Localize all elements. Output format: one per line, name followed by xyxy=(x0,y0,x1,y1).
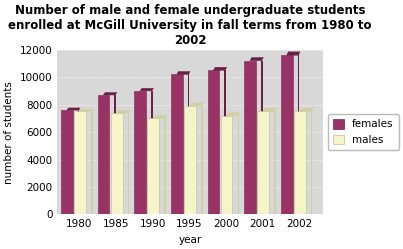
Bar xyxy=(98,95,109,214)
Title: Number of male and female undergraduate students
enrolled at McGill University i: Number of male and female undergraduate … xyxy=(8,4,372,47)
Bar xyxy=(164,118,166,214)
Bar xyxy=(78,110,79,214)
Bar xyxy=(134,91,146,214)
Bar xyxy=(274,112,276,214)
X-axis label: year: year xyxy=(179,235,202,245)
Bar xyxy=(261,61,263,214)
Polygon shape xyxy=(263,108,276,112)
Bar xyxy=(128,113,129,214)
Bar xyxy=(281,55,293,214)
Bar xyxy=(171,74,183,214)
Polygon shape xyxy=(153,116,167,118)
Bar xyxy=(91,112,93,214)
Polygon shape xyxy=(67,108,80,110)
Polygon shape xyxy=(117,110,130,113)
Bar xyxy=(151,91,153,214)
Bar xyxy=(147,118,159,214)
Bar xyxy=(111,113,123,214)
Legend: females, males: females, males xyxy=(328,114,399,150)
Bar xyxy=(188,74,189,214)
Bar xyxy=(294,112,306,214)
Polygon shape xyxy=(214,67,227,70)
Bar xyxy=(311,112,312,214)
Polygon shape xyxy=(177,71,190,74)
Bar xyxy=(208,70,219,214)
Bar xyxy=(244,61,256,214)
Bar xyxy=(221,116,233,214)
Bar xyxy=(184,106,196,214)
Bar xyxy=(297,55,299,214)
Polygon shape xyxy=(250,58,264,61)
Y-axis label: number of students: number of students xyxy=(4,81,14,184)
Polygon shape xyxy=(104,93,117,95)
Polygon shape xyxy=(226,113,240,116)
Polygon shape xyxy=(300,108,313,112)
Polygon shape xyxy=(190,103,204,106)
Polygon shape xyxy=(287,52,300,55)
Bar xyxy=(201,106,203,214)
Bar xyxy=(114,95,116,214)
Bar xyxy=(61,110,73,214)
Bar xyxy=(74,112,86,214)
Bar xyxy=(237,116,239,214)
Bar xyxy=(258,112,269,214)
Polygon shape xyxy=(80,109,93,112)
Bar xyxy=(224,70,226,214)
Polygon shape xyxy=(140,88,154,91)
